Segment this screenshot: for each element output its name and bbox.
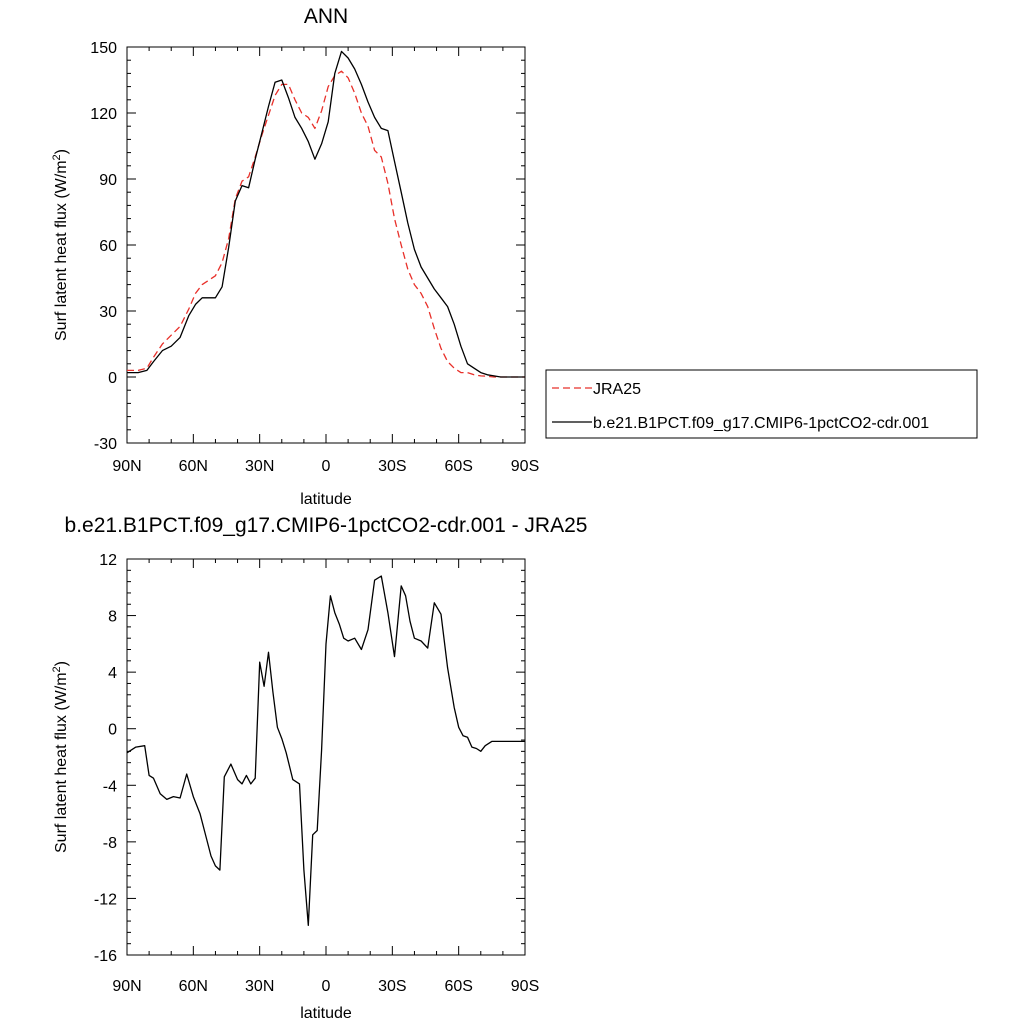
bottom-ytick-label: 4: [108, 665, 117, 682]
bottom-xtick-label: 60N: [179, 978, 208, 995]
bottom-ytick-label: 0: [108, 722, 117, 739]
top-xaxis-label: latitude: [300, 491, 352, 508]
bottom-series-lines: [126, 575, 525, 926]
bottom-xtick-label: 30N: [245, 978, 274, 995]
top-ytick-label: -30: [94, 436, 117, 453]
bottom-yaxis-label: Surf latent heat flux (W/m2): [51, 661, 70, 853]
top-xtick-label: 90S: [511, 458, 539, 475]
top-ytick-label: 30: [99, 304, 117, 321]
top-xtick-label: 30S: [378, 458, 406, 475]
top-xtick-label: 60N: [179, 458, 208, 475]
bottom-plot-frame: [126, 558, 526, 956]
legend-label-model: b.e21.B1PCT.f09_g17.CMIP6-1pctCO2-cdr.00…: [593, 415, 929, 432]
legend-label-jra25: JRA25: [593, 381, 641, 398]
top-xtick-label: 30N: [245, 458, 274, 475]
bottom-series-line-0: [126, 575, 525, 926]
bottom-xtick-label: 60S: [444, 978, 472, 995]
bottom-ytick-label: -12: [94, 891, 117, 908]
bottom-ytick-label: 12: [99, 552, 117, 569]
bottom-xtick-label: 0: [322, 978, 331, 995]
bottom-panel-title: b.e21.B1PCT.f09_g17.CMIP6-1pctCO2-cdr.00…: [65, 514, 588, 537]
top-ytick-label: 90: [99, 172, 117, 189]
top-series-line-1: [127, 50, 525, 378]
top-tick-marks: [126, 46, 526, 444]
top-series-line-0: [127, 70, 525, 378]
bottom-ytick-label: -16: [94, 948, 117, 965]
bottom-xaxis-label: latitude: [300, 1005, 352, 1022]
top-series-lines: [127, 50, 525, 378]
legend-box: [545, 369, 978, 439]
bottom-xtick-label: 90N: [112, 978, 141, 995]
top-ytick-label: 0: [108, 370, 117, 387]
bottom-panel: b.e21.B1PCT.f09_g17.CMIP6-1pctCO2-cdr.00…: [51, 514, 587, 1022]
bottom-xtick-label: 30S: [378, 978, 406, 995]
top-xtick-label: 0: [322, 458, 331, 475]
top-panel-title: ANN: [304, 5, 348, 28]
bottom-ytick-label: 8: [108, 609, 117, 626]
top-ytick-label: 150: [90, 40, 117, 57]
top-xtick-label: 90N: [112, 458, 141, 475]
legend: JRA25 b.e21.B1PCT.f09_g17.CMIP6-1pctCO2-…: [545, 369, 978, 439]
bottom-ytick-label: -4: [103, 778, 117, 795]
bottom-tick-marks: [126, 558, 526, 956]
bottom-xtick-label: 90S: [511, 978, 539, 995]
bottom-ytick-label: -8: [103, 835, 117, 852]
top-yaxis-label: Surf latent heat flux (W/m2): [51, 149, 70, 341]
top-xtick-label: 60S: [444, 458, 472, 475]
top-ytick-label: 120: [90, 106, 117, 123]
top-panel: ANN -30 0 30 60 90 120 150 90N 60N 30N 0…: [51, 5, 539, 508]
top-ytick-label: 60: [99, 238, 117, 255]
top-plot-frame: [126, 46, 526, 444]
